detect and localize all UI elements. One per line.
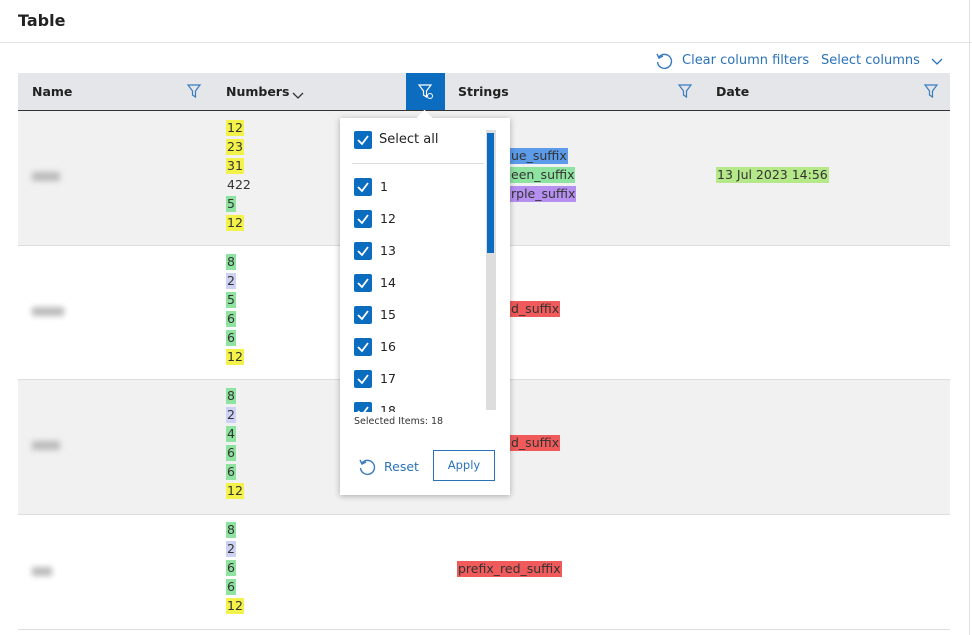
- checkbox[interactable]: [354, 402, 372, 412]
- selected-count: Selected Items: 18: [354, 416, 444, 427]
- number-cell: 12: [226, 120, 244, 136]
- string-chip: ue_suffix: [510, 148, 568, 164]
- number-cell: 12: [226, 349, 244, 365]
- divider: [969, 0, 970, 635]
- number-cell: 8: [226, 388, 236, 404]
- column-header[interactable]: Name: [32, 84, 73, 99]
- scrollbar-thumb: [487, 133, 494, 253]
- filter-popover: Select all 1 12 13 14 15 16 17 18 Selected Items:…: [340, 109, 510, 495]
- filter-item-label[interactable]: 18: [380, 403, 396, 412]
- filter-item-label[interactable]: 16: [380, 339, 396, 354]
- select-all-label[interactable]: Select all: [379, 132, 439, 147]
- table-header: [18, 73, 950, 111]
- filter-item-label[interactable]: 14: [380, 275, 396, 290]
- filter-icon[interactable]: [677, 83, 693, 99]
- filter-item-label[interactable]: 15: [380, 307, 396, 322]
- number-cell: 6: [226, 579, 236, 595]
- divider: [0, 42, 972, 43]
- checkbox[interactable]: [354, 131, 372, 149]
- divider: [352, 163, 484, 164]
- reset-icon[interactable]: [358, 458, 376, 476]
- number-cell: 6: [226, 330, 236, 346]
- number-cell: 4: [226, 426, 236, 442]
- blurred-name: [32, 172, 60, 181]
- number-cell: 12: [226, 598, 244, 614]
- scrollbar-track: [486, 130, 496, 410]
- number-cell: 6: [226, 560, 236, 576]
- string-chip: d_suffix: [510, 301, 561, 317]
- string-chip: d_suffix: [510, 435, 561, 451]
- number-cell: 2: [226, 541, 236, 557]
- filter-item-label[interactable]: 17: [380, 371, 396, 386]
- string-chip: prefix_red_suffix: [457, 561, 562, 577]
- number-cell: 2: [226, 273, 236, 289]
- column-header[interactable]: Numbers: [226, 84, 290, 99]
- apply-button[interactable]: Apply: [433, 450, 495, 481]
- filter-icon[interactable]: [186, 83, 202, 99]
- number-cell: 2: [226, 407, 236, 423]
- number-cell: 8: [226, 522, 236, 538]
- checkbox[interactable]: [354, 210, 372, 228]
- blurred-name: [32, 307, 64, 316]
- blurred-name: [32, 441, 60, 450]
- checkbox[interactable]: [354, 178, 372, 196]
- number-cell: 12: [226, 483, 244, 499]
- checkbox[interactable]: [354, 338, 372, 356]
- checkbox[interactable]: [354, 242, 372, 260]
- filter-item-label[interactable]: 13: [380, 243, 396, 258]
- chevron-icon: [931, 58, 943, 65]
- number-cell: 5: [226, 292, 236, 308]
- filter-item-label[interactable]: 1: [380, 179, 388, 194]
- clear-filters-button[interactable]: Clear column filters: [682, 53, 810, 68]
- filter-item-label[interactable]: 12: [380, 211, 396, 226]
- filter-icon[interactable]: [923, 83, 939, 99]
- number-cell: 12: [226, 215, 244, 231]
- string-chip: rple_suffix: [510, 186, 577, 202]
- column-header[interactable]: Date: [716, 84, 750, 99]
- column-header[interactable]: Strings: [458, 84, 509, 99]
- refresh-icon: [656, 53, 673, 70]
- filter-icon[interactable]: [417, 83, 435, 101]
- page-title: Table: [18, 11, 66, 30]
- number-cell: 8: [226, 254, 236, 270]
- active-filter-button[interactable]: [406, 73, 445, 110]
- number-cell: 6: [226, 311, 236, 327]
- number-cell: 5: [226, 196, 236, 212]
- sort-chevron: [291, 86, 305, 99]
- checkbox[interactable]: [354, 306, 372, 324]
- number-cell: 422: [227, 177, 251, 192]
- number-cell: 23: [226, 139, 244, 155]
- filter-list: 1 12 13 14 15 16 17 18: [340, 168, 490, 412]
- reset-button[interactable]: Reset: [384, 459, 419, 474]
- date-chip: 13 Jul 2023 14:56: [716, 167, 829, 183]
- number-cell: 6: [226, 464, 236, 480]
- select-columns-button[interactable]: Select columns: [821, 53, 920, 68]
- checkbox[interactable]: [354, 370, 372, 388]
- checkbox[interactable]: [354, 274, 372, 292]
- blurred-name: [32, 567, 52, 576]
- number-cell: 6: [226, 445, 236, 461]
- number-cell: 31: [226, 158, 244, 174]
- string-chip: een_suffix: [510, 167, 576, 183]
